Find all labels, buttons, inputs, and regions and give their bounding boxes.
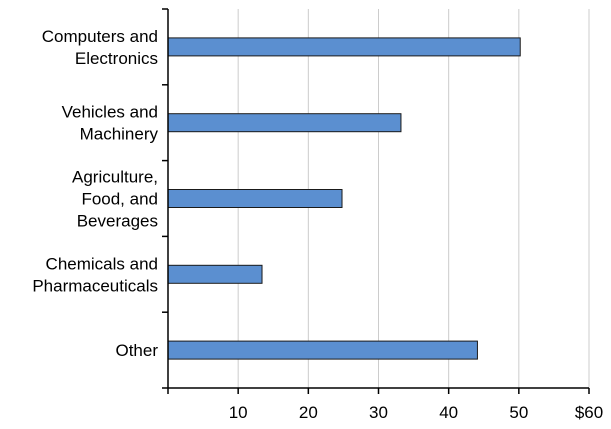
x-tick-label-30: 30: [369, 403, 388, 422]
category-label-3: Chemicals and Pharmaceuticals: [32, 254, 158, 295]
category-label-0-line-1: Electronics: [75, 49, 158, 68]
category-label-2-line-0: Agriculture,: [72, 168, 158, 187]
category-label-1-line-0: Vehicles and: [62, 103, 158, 122]
category-label-3-line-0: Chemicals and: [46, 254, 158, 273]
x-tick-label-50: 50: [509, 403, 528, 422]
x-tick-label-60: $60: [575, 403, 603, 422]
axis-layer: [162, 8, 590, 394]
category-label-0-line-0: Computers and: [42, 27, 158, 46]
bar-0: [167, 37, 521, 57]
category-label-3-line-1: Pharmaceuticals: [32, 276, 158, 295]
bar-1: [167, 113, 402, 133]
bar-4: [167, 340, 478, 360]
category-label-2: Agriculture, Food, and Beverages: [72, 168, 158, 231]
x-tick-label-10: 10: [229, 403, 248, 422]
category-label-4-line-0: Other: [115, 341, 158, 360]
bar-2: [167, 189, 343, 208]
x-tick-label-20: 20: [299, 403, 318, 422]
bar-3: [167, 264, 263, 284]
category-label-2-line-1: Food, and: [81, 190, 158, 209]
label-layer: 10 20 30 40 50 $60 Computers and Electronics Veh…: [32, 27, 603, 422]
category-label-1: Vehicles and Machinery: [62, 103, 159, 144]
category-label-2-line-2: Beverages: [77, 212, 158, 231]
bar-layer: [167, 37, 521, 360]
grid-layer: [237, 9, 590, 388]
category-label-1-line-1: Machinery: [80, 125, 159, 144]
category-label-4: Other: [115, 341, 158, 360]
category-label-0: Computers and Electronics: [42, 27, 158, 68]
x-tick-label-40: 40: [439, 403, 458, 422]
